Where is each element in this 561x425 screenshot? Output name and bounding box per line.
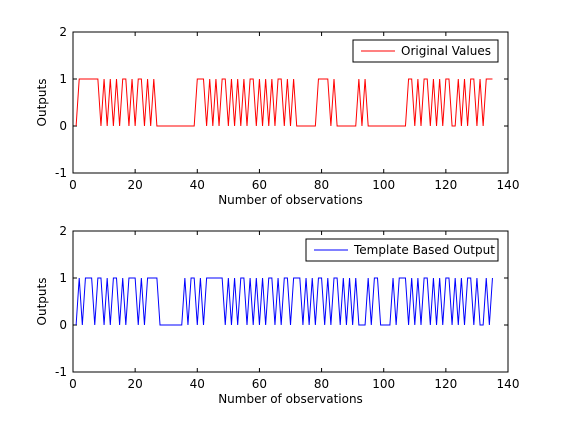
x-tick-label: 20 xyxy=(128,178,143,192)
x-tick-label: 100 xyxy=(372,178,395,192)
y-tick-label: 0 xyxy=(59,119,67,133)
x-tick-label: 20 xyxy=(128,377,143,391)
legend: Original Values xyxy=(352,39,499,63)
series-line xyxy=(75,277,493,326)
y-axis-label: Outputs xyxy=(35,278,49,326)
y-tick-label: 0 xyxy=(59,318,67,332)
x-tick-label: 60 xyxy=(252,178,267,192)
series-line xyxy=(75,78,493,127)
x-tick-label: 120 xyxy=(434,178,457,192)
y-tick-label: -1 xyxy=(55,365,67,379)
x-tick-label: 0 xyxy=(69,377,77,391)
x-tick-label: 120 xyxy=(434,377,457,391)
y-axis-label: Outputs xyxy=(35,79,49,127)
x-tick-label: 60 xyxy=(252,377,267,391)
y-tick-label: 2 xyxy=(59,224,67,238)
legend: Template Based Output xyxy=(305,238,499,262)
legend-box xyxy=(305,238,499,262)
x-axis-label: Number of observations xyxy=(218,193,363,207)
x-tick-label: 140 xyxy=(497,377,520,391)
x-axis-label: Number of observations xyxy=(218,392,363,406)
y-tick-label: 2 xyxy=(59,25,67,39)
legend-label: Original Values xyxy=(401,44,491,58)
x-tick-label: 40 xyxy=(190,178,205,192)
y-tick-label: -1 xyxy=(55,166,67,180)
x-tick-label: 80 xyxy=(314,377,329,391)
x-tick-label: 80 xyxy=(314,178,329,192)
x-tick-label: 100 xyxy=(372,377,395,391)
legend-box xyxy=(352,39,499,63)
x-tick-label: 0 xyxy=(69,178,77,192)
y-tick-label: 1 xyxy=(59,72,67,86)
x-tick-label: 140 xyxy=(497,178,520,192)
legend-label: Template Based Output xyxy=(353,243,495,257)
y-tick-label: 1 xyxy=(59,271,67,285)
x-tick-label: 40 xyxy=(190,377,205,391)
